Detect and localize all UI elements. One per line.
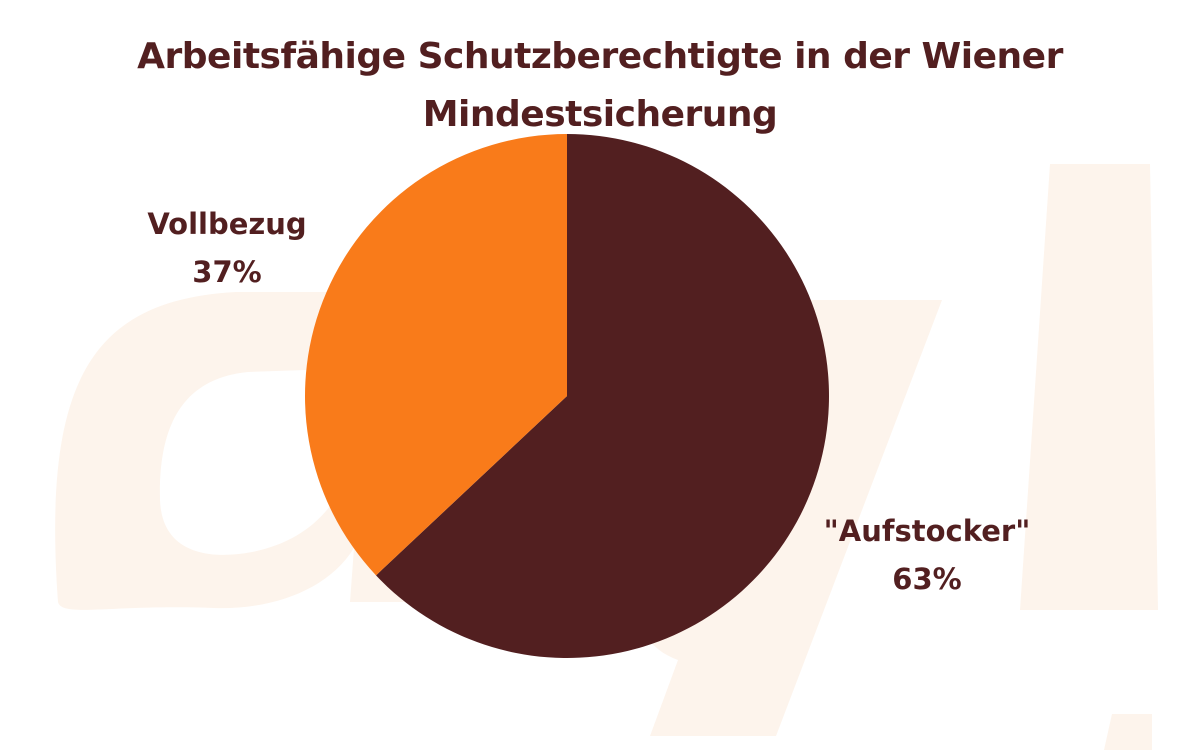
slice-name-vollbezug: Vollbezug (147, 207, 307, 241)
slice-name-aufstocker: "Aufstocker" (823, 514, 1031, 548)
chart-title: Arbeitsfähige Schutzberechtigte in der W… (0, 28, 1200, 144)
chart-title-line-1: Arbeitsfähige Schutzberechtigte in der W… (137, 36, 1063, 78)
chart-title-line-2: Mindestsicherung (422, 94, 778, 136)
slice-value-vollbezug: 37% (192, 255, 262, 289)
pie-slices (305, 134, 829, 658)
pie-slice-vollbezug (305, 134, 567, 576)
slice-label-aufstocker: "Aufstocker" 63% (797, 507, 1057, 603)
slice-value-aufstocker: 63% (892, 562, 962, 596)
pie-slice-aufstocker (376, 134, 829, 658)
slice-label-vollbezug: Vollbezug 37% (97, 200, 357, 296)
